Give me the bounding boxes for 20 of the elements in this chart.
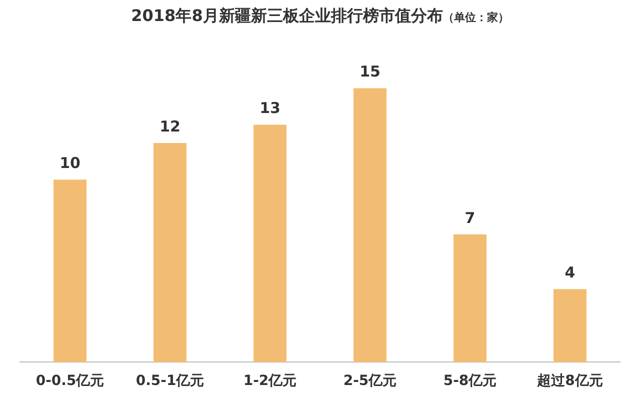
data-label: 7	[464, 208, 476, 227]
data-label: 15	[360, 62, 380, 81]
chart-subtitle: （单位：家）	[442, 11, 509, 24]
x-tick-label: 2-5亿元	[343, 373, 397, 390]
data-label: 13	[260, 99, 280, 118]
x-tick-label: 1-2亿元	[243, 373, 297, 390]
data-label: 10	[60, 154, 80, 172]
bar	[54, 180, 86, 362]
bar	[154, 143, 186, 362]
bar	[354, 88, 386, 362]
bar	[454, 234, 486, 362]
x-tick-label: 5-8亿元	[443, 373, 497, 390]
x-tick-label: 0-0.5亿元	[36, 373, 104, 390]
bar	[254, 124, 286, 362]
x-tick-label: 0.5-1亿元	[136, 373, 204, 390]
x-tick-label: 超过8亿元	[536, 373, 603, 390]
data-label: 4	[564, 264, 576, 282]
bar	[554, 289, 586, 362]
data-label: 12	[160, 117, 180, 136]
chart-title: 2018年8月新疆新三板企业排行榜市值分布	[131, 6, 443, 25]
